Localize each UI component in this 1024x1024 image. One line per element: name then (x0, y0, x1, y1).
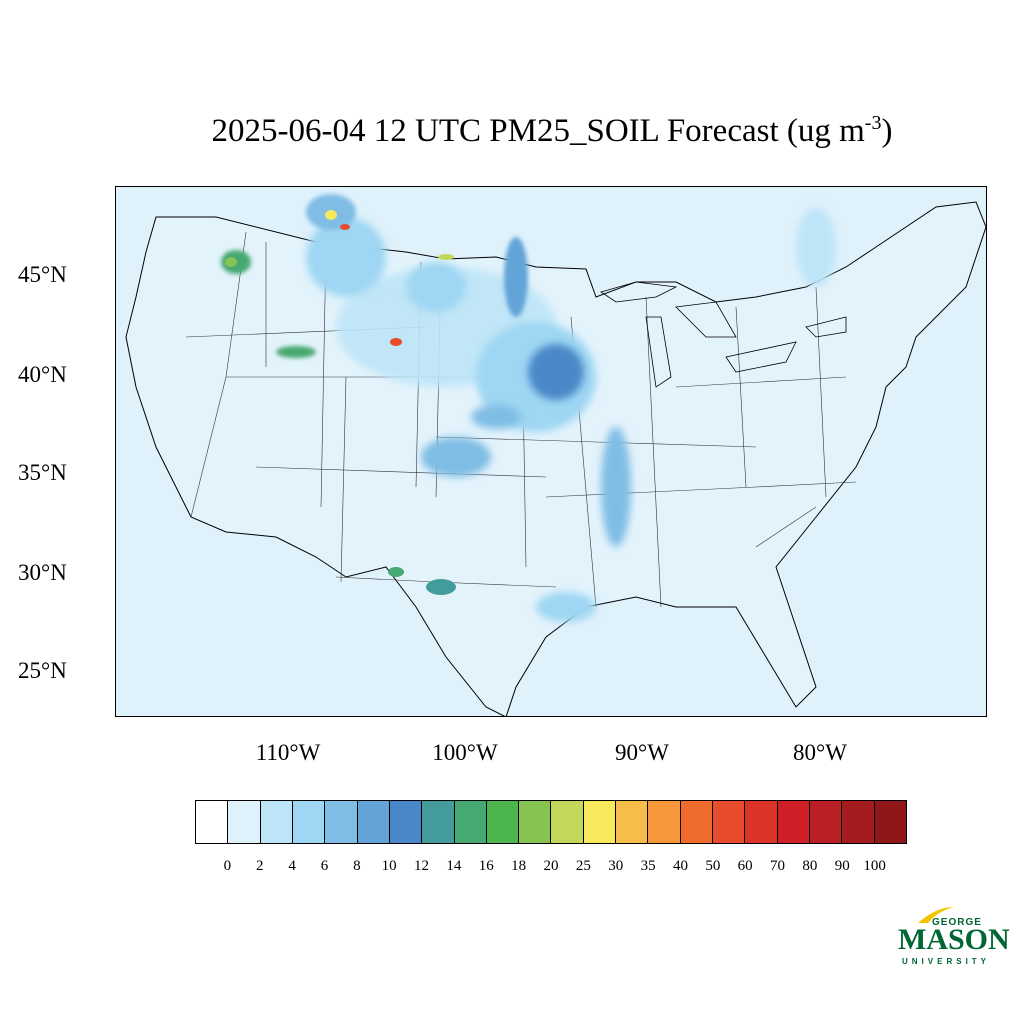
lat-label-35: 35°N (18, 460, 67, 485)
colorbar-cell-1 (228, 801, 261, 843)
lon-label-90: 90°W (615, 740, 669, 765)
colorbar (195, 800, 907, 844)
great-lakes (600, 281, 847, 388)
colorbar-label-7: 14 (446, 858, 462, 874)
colorbar-cell-21 (874, 801, 906, 843)
colorbar-cell-16 (713, 801, 746, 843)
logo-mason: MASON (898, 923, 1010, 956)
lat-label-25: 25°N (18, 658, 67, 683)
colorbar-cell-13 (616, 801, 649, 843)
colorbar-cell-11 (551, 801, 584, 843)
colorbar-label-2: 4 (288, 858, 296, 874)
pm25-contours (221, 194, 836, 622)
colorbar-cell-0 (196, 801, 229, 843)
colorbar-label-1: 2 (255, 858, 264, 874)
colorbar-cell-17 (745, 801, 778, 843)
colorbar-label-13: 35 (640, 858, 656, 874)
colorbar-label-14: 40 (672, 858, 688, 874)
us-land (125, 201, 986, 716)
colorbar-label-20: 100 (863, 858, 886, 874)
logo-university: UNIVERSITY (902, 957, 991, 966)
colorbar-label-6: 12 (414, 858, 430, 874)
colorbar-cell-6 (389, 801, 423, 843)
colorbar-cell-9 (486, 801, 520, 843)
colorbar-cell-19 (809, 801, 843, 843)
colorbar-cell-7 (422, 801, 455, 843)
colorbar-label-0: 0 (223, 858, 232, 874)
chart-title: 2025-06-04 12 UTC PM25_SOIL Forecast (ug… (211, 112, 893, 149)
gmu-logo: GEORGE MASON UNIVERSITY (896, 905, 1010, 970)
colorbar-label-19: 90 (834, 858, 850, 874)
colorbar-cell-5 (357, 801, 390, 843)
colorbar-cell-20 (842, 801, 875, 843)
colorbar-cell-3 (292, 801, 326, 843)
colorbar-cell-4 (325, 801, 358, 843)
colorbar-label-9: 18 (511, 858, 527, 874)
lon-label-110: 110°W (255, 740, 321, 765)
colorbar-label-4: 8 (353, 858, 361, 874)
lon-label-100: 100°W (432, 740, 498, 765)
colorbar-cell-12 (583, 801, 617, 843)
lat-label-30: 30°N (18, 560, 67, 585)
logo-george: GEORGE (932, 917, 982, 928)
colorbar-cell-10 (519, 801, 552, 843)
colorbar-label-16: 60 (737, 858, 753, 874)
colorbar-label-11: 25 (575, 858, 591, 874)
colorbar-label-8: 16 (478, 858, 494, 874)
colorbar-label-12: 30 (608, 858, 624, 874)
lon-label-80: 80°W (793, 740, 847, 765)
logo-swoosh-icon (918, 907, 954, 923)
colorbar-cell-15 (680, 801, 713, 843)
forecast-map (115, 186, 987, 717)
map-canvas (125, 194, 986, 716)
lat-label-40: 40°N (18, 362, 67, 387)
colorbar-label-3: 6 (320, 858, 329, 874)
lat-label-45: 45°N (18, 262, 67, 287)
colorbar-cell-14 (648, 801, 681, 843)
colorbar-label-17: 70 (770, 858, 786, 874)
colorbar-cell-8 (454, 801, 487, 843)
colorbar-label-10: 20 (543, 858, 559, 874)
colorbar-label-18: 80 (802, 858, 818, 874)
colorbar-label-15: 50 (705, 858, 721, 874)
colorbar-label-5: 10 (381, 858, 397, 874)
colorbar-cell-2 (260, 801, 293, 843)
colorbar-cell-18 (777, 801, 810, 843)
